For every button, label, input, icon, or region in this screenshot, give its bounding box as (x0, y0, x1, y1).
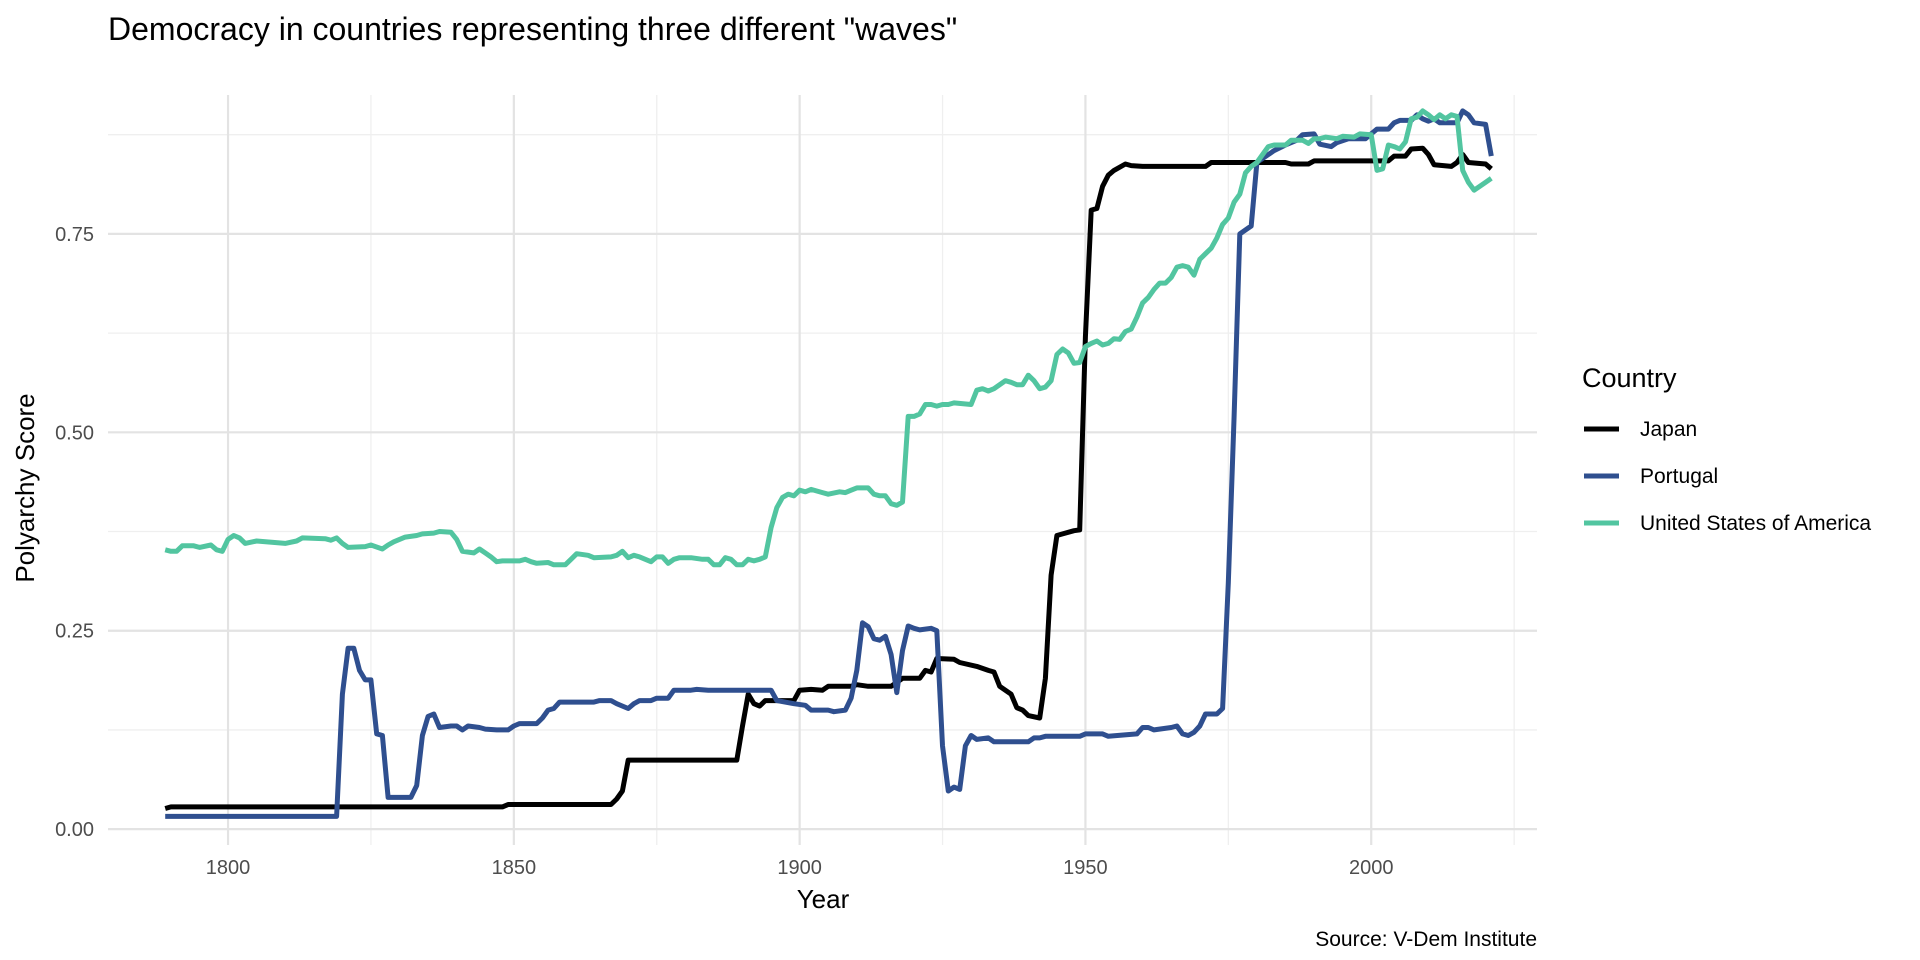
legend-label-japan: Japan (1640, 418, 1697, 441)
legend-title: Country (1582, 363, 1677, 393)
y-tick-label: 0.50 (55, 422, 94, 444)
legend-items: Japan Portugal United States of America (1584, 418, 1871, 535)
x-axis-title: Year (797, 884, 850, 914)
y-tick-label: 0.00 (55, 819, 94, 841)
y-axis-tick-labels: 0.00 0.25 0.50 0.75 (55, 224, 94, 841)
y-tick-label: 0.75 (55, 224, 94, 246)
x-tick-label: 2000 (1349, 857, 1394, 879)
x-tick-label: 1900 (777, 857, 822, 879)
y-tick-label: 0.25 (55, 621, 94, 643)
chart-title: Democracy in countries representing thre… (108, 11, 957, 47)
legend-label-portugal: Portugal (1640, 465, 1718, 488)
legend: Country Japan Portugal United States of Am… (1582, 363, 1871, 535)
x-tick-label: 1800 (206, 857, 251, 879)
y-axis-title: Polyarchy Score (10, 393, 40, 582)
series-line-united-states-of-america (164, 108, 1493, 568)
plot-grid (108, 95, 1537, 845)
series-line-portugal (165, 108, 1494, 819)
x-tick-label: 1850 (492, 857, 537, 879)
series-line-japan (164, 145, 1493, 811)
source-caption: Source: V-Dem Institute (1315, 928, 1537, 951)
x-axis-tick-labels: 1800 1850 1900 1950 2000 (206, 857, 1394, 879)
series-layer (164, 108, 1494, 819)
legend-label-united-states-of-america: United States of America (1640, 512, 1871, 535)
x-tick-label: 1950 (1063, 857, 1108, 879)
